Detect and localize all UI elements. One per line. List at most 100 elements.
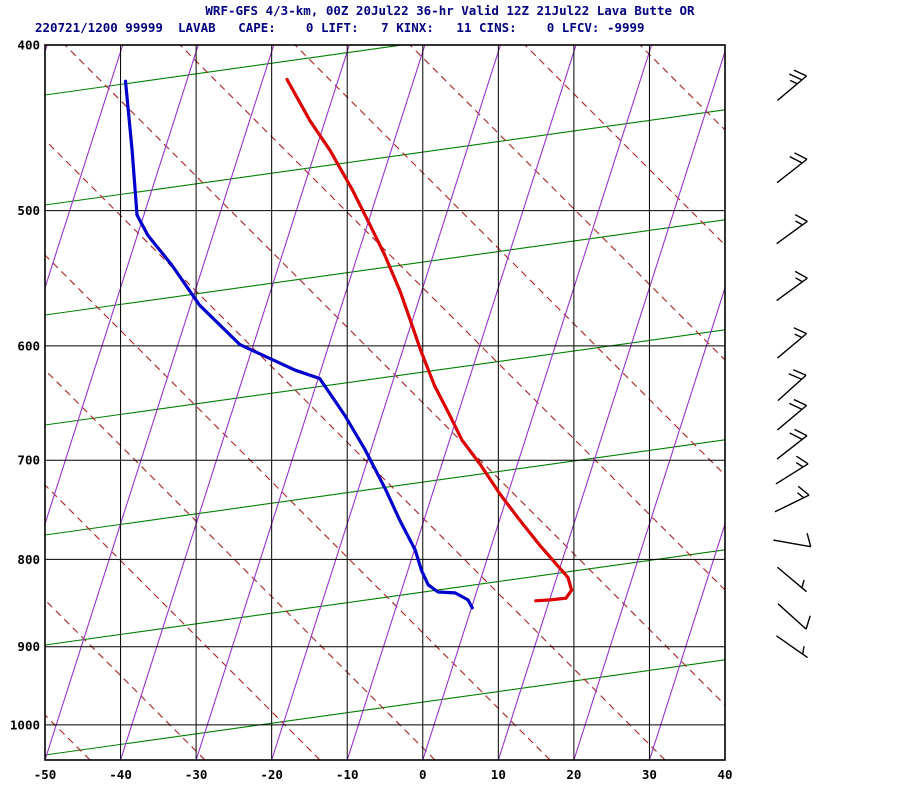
temperature-axis-label: 10 bbox=[491, 767, 506, 782]
dry-adiabat-lines bbox=[45, 45, 725, 760]
wind-barb-feather-full bbox=[789, 155, 803, 164]
isotherm-line bbox=[45, 45, 124, 290]
dry-adiabat-line bbox=[409, 45, 725, 361]
moist-adiabat-line bbox=[45, 549, 725, 646]
moist-adiabat-line bbox=[45, 45, 407, 96]
pressure-axis-label: 1000 bbox=[10, 717, 40, 732]
background-reference-lines bbox=[45, 45, 725, 760]
isotherm-lines bbox=[45, 45, 725, 760]
wind-barb-feather-full bbox=[794, 152, 808, 160]
temperature-axis-label: 40 bbox=[717, 767, 732, 782]
wind-barb bbox=[776, 69, 808, 101]
wind-barb-staff bbox=[776, 404, 808, 431]
wind-barb-staff bbox=[777, 374, 807, 402]
dry-adiabat-line bbox=[45, 139, 666, 760]
isotherm-line bbox=[120, 45, 350, 760]
wind-barb-feather-full bbox=[788, 73, 803, 81]
plot-border bbox=[44, 44, 726, 761]
wind-barb-staff bbox=[776, 333, 808, 359]
wind-barb-feather-full bbox=[795, 455, 809, 465]
wind-barb bbox=[776, 270, 808, 302]
pressure-axis-label: 600 bbox=[17, 338, 40, 353]
temperature-axis-label: -20 bbox=[260, 767, 283, 782]
wind-barb-column bbox=[773, 69, 812, 659]
dewpoint-curve bbox=[123, 79, 474, 610]
wind-barb-feather-full bbox=[797, 485, 810, 496]
wind-barb bbox=[775, 455, 809, 485]
isotherm-line bbox=[45, 45, 199, 526]
moist-adiabat-line bbox=[45, 659, 725, 756]
wind-barb bbox=[776, 566, 808, 593]
dry-adiabat-line bbox=[639, 45, 725, 131]
isotherm-line bbox=[45, 45, 275, 760]
wind-barb-feather-full bbox=[793, 69, 807, 77]
wind-barb-feather-full bbox=[788, 373, 802, 380]
wind-barb-feather-full bbox=[806, 532, 812, 547]
wind-barb-feather-half bbox=[789, 79, 798, 85]
chart-title: WRF-GFS 4/3-km, 00Z 20Jul22 36-hr Valid … bbox=[205, 3, 695, 18]
wind-barb-feather-half bbox=[795, 220, 803, 226]
wind-barb-feather-full bbox=[805, 615, 811, 630]
wind-barb-staff bbox=[774, 494, 810, 513]
dry-adiabat-line bbox=[45, 599, 206, 760]
wind-barb-feather-full bbox=[794, 428, 808, 437]
pressure-axis-label: 400 bbox=[17, 38, 40, 53]
wind-barb-feather-full bbox=[793, 327, 807, 335]
pressure-axis-label: 500 bbox=[17, 203, 40, 218]
wind-barb bbox=[776, 213, 808, 245]
isotherm-line bbox=[271, 45, 501, 760]
wind-barb-staff bbox=[776, 158, 808, 184]
isotherm-line bbox=[724, 758, 725, 760]
wind-barb-feather-full bbox=[789, 432, 803, 441]
dry-adiabat-line bbox=[45, 484, 321, 760]
wind-barb-feather-half bbox=[801, 646, 805, 655]
temperature-axis-label: 30 bbox=[642, 767, 657, 782]
wind-barb-staff bbox=[773, 539, 811, 548]
wind-barb-staff bbox=[776, 220, 808, 245]
isotherm-line bbox=[497, 49, 725, 760]
isotherm-line bbox=[195, 45, 426, 760]
wind-barb-feather-full bbox=[792, 369, 807, 376]
wind-barb-feather-half bbox=[795, 277, 803, 283]
dry-adiabat-line bbox=[524, 45, 725, 246]
moist-adiabat-line bbox=[45, 219, 725, 316]
wind-barb-staff bbox=[777, 603, 807, 630]
moist-adiabat-line bbox=[45, 109, 725, 206]
wind-barb-staff bbox=[776, 635, 808, 659]
wind-barb-staff bbox=[775, 463, 809, 485]
pressure-axis-label: 700 bbox=[17, 453, 40, 468]
wind-barb-staff bbox=[776, 75, 808, 101]
wind-barb-staff bbox=[776, 277, 808, 302]
wind-barb-feather-full bbox=[794, 270, 808, 279]
temperature-axis-label: -50 bbox=[34, 767, 57, 782]
temperature-axis-label: 0 bbox=[419, 767, 427, 782]
dry-adiabat-line bbox=[294, 45, 725, 476]
wind-barb-feather-full bbox=[794, 213, 808, 222]
isotherm-line bbox=[648, 522, 725, 760]
pressure-axis-label: 900 bbox=[17, 639, 40, 654]
wind-barb-staff bbox=[776, 566, 808, 593]
wind-barb-feather-full bbox=[793, 398, 807, 407]
isotherm-line bbox=[346, 45, 577, 760]
pressure-axis-label: 800 bbox=[17, 552, 40, 567]
wind-barb-feather-half bbox=[794, 333, 803, 339]
isotherm-line bbox=[573, 285, 725, 760]
wind-barb bbox=[774, 485, 810, 513]
wind-barb-feather-full bbox=[788, 402, 803, 410]
wind-barb bbox=[773, 532, 812, 548]
wind-barb bbox=[776, 428, 808, 460]
temperature-axis-label: 20 bbox=[566, 767, 581, 782]
temperature-axis-label: -30 bbox=[185, 767, 208, 782]
wind-barb bbox=[776, 327, 808, 359]
wind-barb-staff bbox=[776, 435, 808, 460]
wind-barb bbox=[776, 152, 808, 184]
dry-adiabat-line bbox=[45, 369, 436, 760]
pressure-axis-labels: 400 500 600 700 800 900 1000 bbox=[10, 38, 40, 733]
temperature-axis-label: -10 bbox=[336, 767, 359, 782]
temperature-axis-labels: -50 -40 -30 -20 -10 0 10 20 30 40 bbox=[34, 767, 733, 782]
wind-barb-feather-half bbox=[801, 579, 805, 588]
grid-lines bbox=[44, 44, 726, 760]
wind-barb-feather-half bbox=[797, 492, 805, 499]
